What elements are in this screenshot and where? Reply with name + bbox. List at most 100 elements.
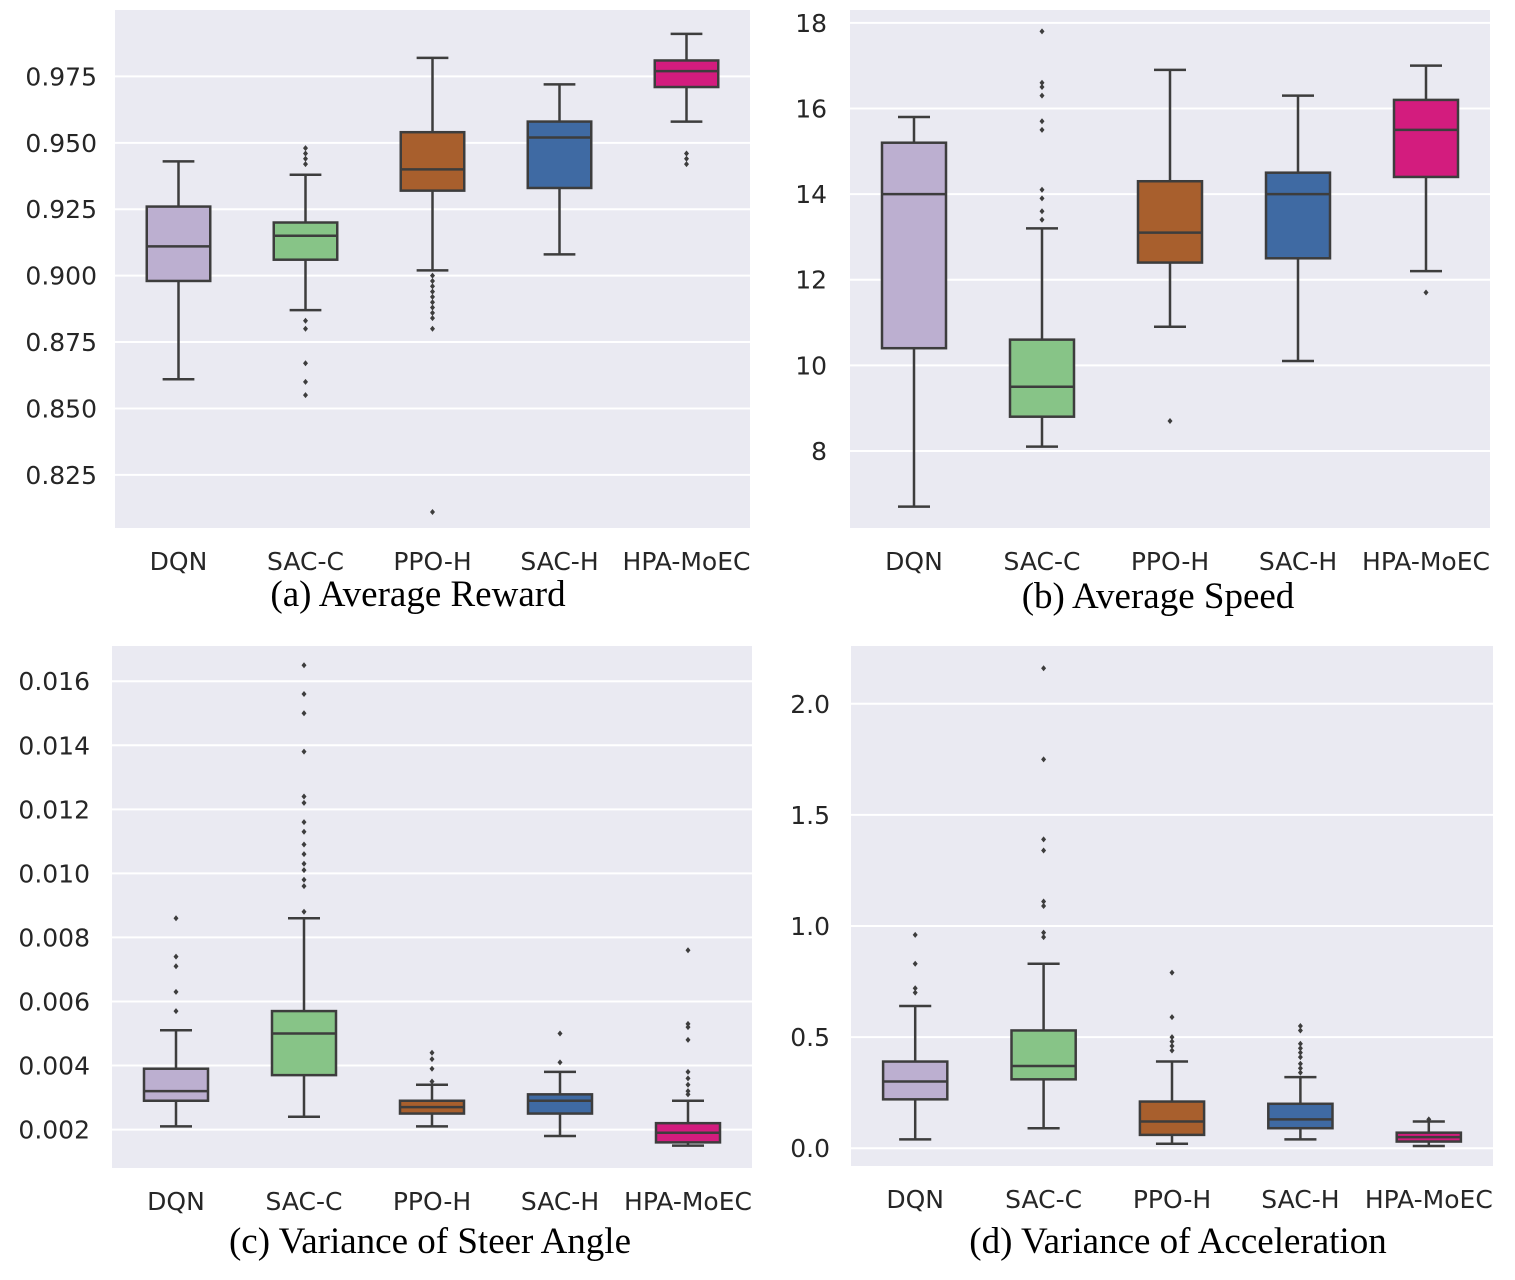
chart-caption: (b) Average Speed [1022,576,1295,617]
outlier-point [430,325,435,332]
chart-panel-3: 0.002 0.004 0.006 0.008 0.010 0.012 0.014 0.016… [18,646,752,1262]
outlier-point [1039,216,1045,223]
outlier-point [1041,756,1047,763]
iqr-box [526,1093,594,1115]
iqr-box [272,221,339,261]
box-sac-c [1008,28,1076,448]
iqr-box [145,205,212,283]
outlier-point [685,1091,691,1098]
outlier-point [1169,1043,1175,1049]
iqr-box [1267,1102,1334,1130]
outlier-point [1167,417,1173,424]
outlier-point [301,860,307,867]
outlier-point [684,150,689,157]
y-tick-label: 0.900 [25,262,97,291]
outlier-point [1169,969,1175,976]
x-tick-label: HPA-MoEC [624,1187,752,1216]
outlier-point [430,288,435,295]
outlier-point [1039,28,1045,35]
box-hpa-moec [1395,1116,1463,1148]
outlier-point [429,1065,435,1072]
outlier-point [303,360,308,367]
outlier-point [430,293,435,300]
box-sac-h [1267,1023,1334,1141]
outlier-point [685,1068,691,1075]
y-tick-label: 0.950 [25,129,97,158]
outlier-point [1297,1065,1303,1072]
outlier-point [303,161,308,168]
outlier-point [173,1008,179,1015]
outlier-point [301,851,307,858]
outlier-point [1039,79,1045,86]
box-dqn [880,115,948,508]
y-tick-label: 18 [795,9,827,38]
y-tick-label: 14 [795,180,827,209]
iqr-box [1264,171,1332,260]
outlier-point [303,325,308,332]
iqr-box [526,120,593,190]
outlier-point [173,988,179,995]
y-tick-label: 0.014 [18,731,90,760]
x-tick-label: PPO-H [393,547,471,576]
x-tick-label: SAC-H [1261,1185,1339,1214]
outlier-point [173,915,179,922]
outlier-point [1297,1040,1303,1047]
outlier-point [430,309,435,316]
chart-caption: (c) Variance of Steer Angle [229,1221,631,1262]
x-tick-label: PPO-H [393,1187,471,1216]
y-tick-label: 0.825 [25,461,97,490]
outlier-point [430,283,435,290]
outlier-point [1039,92,1045,99]
outlier-point [303,317,308,324]
x-tick-label: HPA-MoEC [1362,547,1490,576]
outlier-point [1041,903,1047,909]
outlier-point [1039,186,1045,193]
y-tick-label: 1.5 [790,801,830,830]
iqr-box [880,141,948,350]
x-tick-label: SAC-C [1005,1185,1082,1214]
y-tick-label: 1.0 [790,912,830,941]
box-dqn [145,160,212,381]
outlier-point [430,272,435,279]
outlier-point [301,691,307,698]
outlier-point [301,828,307,835]
x-tick-label: SAC-C [266,1187,343,1216]
outlier-point [685,1024,691,1031]
outlier-point [557,1030,563,1037]
x-tick-label: PPO-H [1131,547,1209,576]
x-tick-label: SAC-H [521,1187,599,1216]
x-tick-label: DQN [885,547,943,576]
iqr-box [653,59,720,89]
outlier-point [430,509,435,516]
outlier-point [685,1020,691,1027]
outlier-point [912,989,918,996]
y-tick-label: 0.004 [18,1052,90,1081]
iqr-box [1010,1029,1077,1081]
outlier-point [685,1081,691,1088]
outlier-point [1423,289,1429,296]
outlier-point [301,908,307,915]
outlier-point [301,876,307,883]
outlier-point [684,161,689,168]
y-tick-label: 2.0 [790,690,830,719]
y-tick-label: 0.002 [18,1116,90,1145]
y-tick-label: 12 [795,266,827,295]
box-sac-h [526,83,593,256]
iqr-box [399,130,466,192]
y-tick-label: 10 [795,351,827,380]
outlier-point [557,1059,563,1066]
outlier-point [1297,1027,1303,1034]
iqr-box [1138,1100,1206,1137]
x-tick-label: HPA-MoEC [1365,1185,1493,1214]
box-sac-c [1010,665,1077,1130]
outlier-point [1297,1045,1303,1052]
outlier-point [173,953,179,960]
outlier-point [429,1078,435,1085]
box-hpa-moec [1392,64,1460,296]
box-sac-h [526,1030,594,1138]
x-tick-label: SAC-H [1259,547,1337,576]
x-tick-label: DQN [150,547,208,576]
x-tick-label: SAC-C [267,547,344,576]
box-ppo-h [1138,969,1206,1146]
outlier-point [684,155,689,162]
